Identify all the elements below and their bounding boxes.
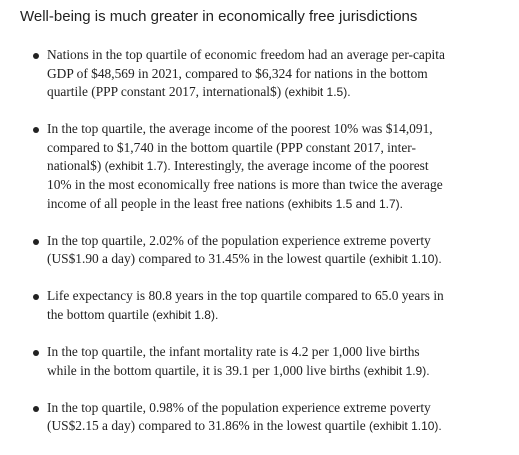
bullet-dot (33, 127, 39, 134)
exhibit-ref: (exhibit 1.9). (363, 363, 430, 378)
text-segment: (US$1.90 a day) compared to 31.45% in th… (47, 251, 370, 267)
text-line: quartile (PPP constant 2017, internation… (47, 83, 445, 102)
text-segment: national$) (47, 158, 105, 174)
bullet-item: Life expectancy is 80.8 years in the top… (0, 287, 445, 324)
text-line: Nations in the top quartile of economic … (47, 46, 445, 65)
text-line: In the top quartile, 2.02% of the popula… (47, 232, 445, 251)
text-line: 10% in the most economically free nation… (47, 176, 445, 195)
text-line: while in the bottom quartile, it is 39.1… (47, 362, 445, 381)
text-line: (US$1.90 a day) compared to 31.45% in th… (47, 250, 445, 269)
exhibit-ref: (exhibit 1.8). (152, 308, 219, 323)
bullet-list: Nations in the top quartile of economic … (0, 46, 445, 455)
text-line: compared to $1,740 in the bottom quartil… (47, 139, 445, 158)
bullet-item: In the top quartile, 2.02% of the popula… (0, 232, 445, 269)
exhibit-ref: (exhibit 1.5). (284, 85, 351, 100)
bullet-item: In the top quartile, 0.98% of the popula… (0, 399, 445, 436)
text-line: GDP of $48,569 in 2021, compared to $6,3… (47, 65, 445, 84)
text-line: Life expectancy is 80.8 years in the top… (47, 287, 445, 306)
bullet-dot (33, 53, 39, 59)
text-segment: Interestingly, the average income of the… (170, 158, 429, 174)
exhibit-ref: (exhibit 1.10). (369, 252, 442, 267)
text-line: income of all people in the least free n… (47, 195, 445, 214)
exhibit-ref: (exhibits 1.5 and 1.7). (287, 196, 403, 211)
text-line: national$) (exhibit 1.7). Interestingly,… (47, 157, 445, 176)
text-segment: In the top quartile, the infant mortalit… (47, 344, 420, 360)
text-segment: In the top quartile, 2.02% of the popula… (47, 232, 431, 248)
text-segment: GDP of $48,569 in 2021, compared to $6,3… (47, 65, 428, 81)
text-line: In the top quartile, 0.98% of the popula… (47, 399, 445, 418)
bullet-item: Nations in the top quartile of economic … (0, 46, 445, 102)
exhibit-ref: (exhibit 1.7). (104, 159, 171, 174)
bullet-item: In the top quartile, the infant mortalit… (0, 343, 445, 380)
text-segment: compared to $1,740 in the bottom quartil… (47, 139, 416, 155)
text-segment: 10% in the most economically free nation… (47, 177, 443, 193)
text-segment: quartile (PPP constant 2017, internation… (47, 84, 285, 100)
bullet-item: In the top quartile, the average income … (0, 120, 445, 213)
text-line: the bottom quartile (exhibit 1.8). (47, 306, 445, 325)
text-segment: income of all people in the least free n… (47, 195, 288, 211)
text-segment: Life expectancy is 80.8 years in the top… (47, 288, 444, 304)
exhibit-ref: (exhibit 1.10). (369, 419, 442, 434)
text-segment: the bottom quartile (47, 307, 153, 323)
title: Well-being is much greater in economical… (20, 8, 418, 25)
bullet-dot (33, 350, 39, 357)
text-segment: while in the bottom quartile, it is 39.1… (47, 362, 364, 378)
text-segment: In the top quartile, the average income … (47, 121, 433, 137)
text-line: In the top quartile, the average income … (47, 120, 445, 139)
bullet-dot (33, 405, 39, 412)
text-line: In the top quartile, the infant mortalit… (47, 343, 445, 362)
text-segment: In the top quartile, 0.98% of the popula… (47, 399, 431, 415)
text-segment: (US$2.15 a day) compared to 31.86% in th… (47, 418, 370, 434)
bullet-dot (33, 294, 39, 301)
bullet-dot (33, 238, 39, 245)
text-segment: Nations in the top quartile of economic … (47, 47, 445, 62)
text-line: (US$2.15 a day) compared to 31.86% in th… (47, 417, 445, 436)
